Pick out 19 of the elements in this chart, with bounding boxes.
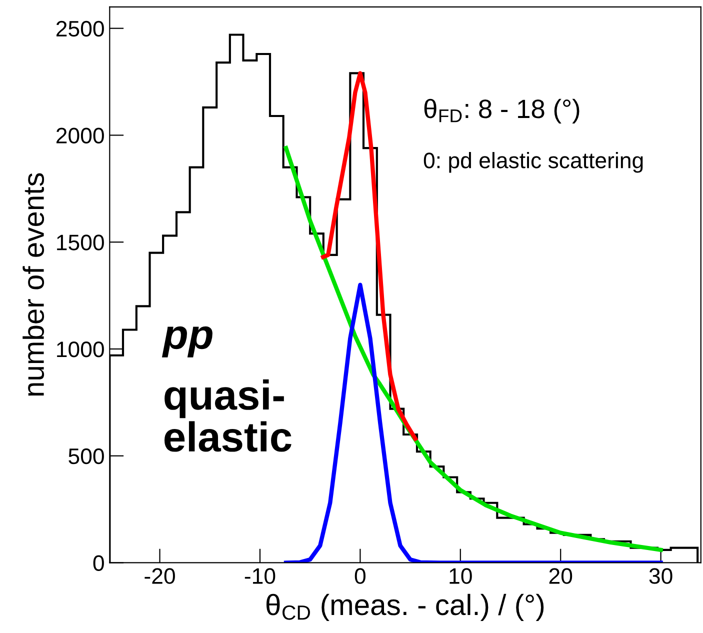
y-axis-title: number of events [22, 173, 44, 396]
y-tick-label: 1500 [57, 234, 104, 250]
x-tick-label: 30 [649, 568, 672, 584]
y-tick-label: 2500 [56, 20, 104, 37]
x-tick-label: 0 [354, 568, 366, 584]
line-series [321, 71, 418, 441]
x-axis-title: θ$_{CD}$ (meas. - cal.) / (°) [266, 594, 544, 622]
annotation: 0: pd elastic scattering [424, 152, 643, 173]
x-tick-label: -10 [244, 568, 276, 584]
x-tick-label: -20 [144, 568, 175, 584]
x-tick-label: 10 [450, 568, 472, 584]
y-tick-label: 1000 [57, 342, 104, 358]
y-tick-label: 500 [68, 448, 104, 464]
y-tick-label: 0 [93, 555, 104, 572]
annotation: θ$_{FD}$: 8 - 18 (°) [424, 98, 580, 124]
y-tick-label: 2000 [56, 128, 104, 144]
annotation: quasi- elastic [164, 379, 292, 452]
annotation: pp [162, 326, 212, 358]
x-tick-label: 20 [549, 568, 572, 584]
